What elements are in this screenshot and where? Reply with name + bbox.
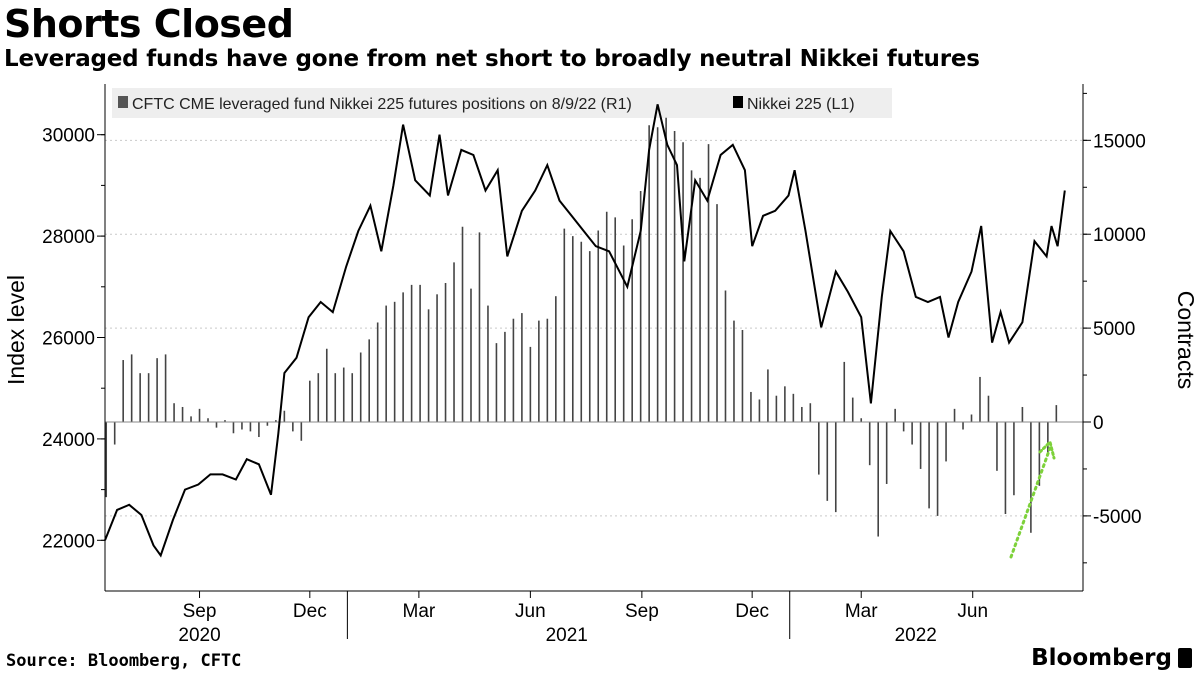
x-month-label: Jun	[515, 601, 546, 622]
x-year-label: 2022	[895, 625, 937, 646]
nikkei-225-line	[104, 104, 1066, 558]
right-tick-label: 15000	[1093, 131, 1146, 152]
x-year-label: 2021	[546, 625, 588, 646]
x-month-label: Sep	[625, 601, 659, 622]
source-note: Source: Bloomberg, CFTC	[6, 651, 242, 671]
right-tick-label: 5000	[1093, 319, 1135, 340]
green-dotted-arrow	[1009, 446, 1052, 559]
x-month-label: Mar	[845, 601, 878, 622]
brand-name: Bloomberg	[1031, 645, 1172, 671]
left-axis-title: Index level	[3, 275, 29, 385]
arrow-head	[1038, 439, 1056, 460]
gridlines	[105, 139, 1083, 517]
legend: CFTC CME leveraged fund Nikkei 225 futur…	[112, 88, 892, 118]
right-tick-label: 10000	[1093, 225, 1146, 246]
positions-bars	[105, 117, 1058, 537]
legend-background	[112, 88, 892, 118]
x-month-label: Dec	[735, 601, 769, 622]
bloomberg-logo: Bloomberg	[1031, 645, 1192, 671]
left-tick-label: 28000	[42, 227, 95, 248]
right-axis-title: Contracts	[1173, 291, 1199, 389]
left-tick-label: 24000	[42, 430, 95, 451]
x-month-label: Dec	[293, 601, 327, 622]
right-tick-label: 0	[1093, 413, 1104, 434]
chart-subtitle: Leveraged funds have gone from net short…	[4, 46, 980, 72]
left-tick-label: 22000	[42, 531, 95, 552]
legend-swatch-positions	[118, 96, 128, 108]
legend-swatch-nikkei	[733, 96, 743, 108]
x-year-label: 2020	[178, 625, 220, 646]
legend-label-nikkei: Nikkei 225 (L1)	[747, 96, 855, 113]
right-tick-label: -5000	[1093, 507, 1142, 528]
axes: 22000 24000 26000 28000 30000 -5000 0 5000 10000…	[42, 84, 1146, 646]
legend-label-positions: CFTC CME leveraged fund Nikkei 225 futur…	[132, 96, 632, 113]
left-tick-label: 30000	[42, 126, 95, 147]
x-month-label: Sep	[183, 601, 217, 622]
trend-arrow-annotation	[1009, 439, 1056, 559]
x-month-label: Mar	[403, 601, 436, 622]
bloomberg-terminal-icon	[1178, 648, 1192, 668]
x-month-label: Jun	[957, 601, 988, 622]
chart-title: Shorts Closed	[4, 2, 294, 46]
left-tick-label: 26000	[42, 329, 95, 350]
